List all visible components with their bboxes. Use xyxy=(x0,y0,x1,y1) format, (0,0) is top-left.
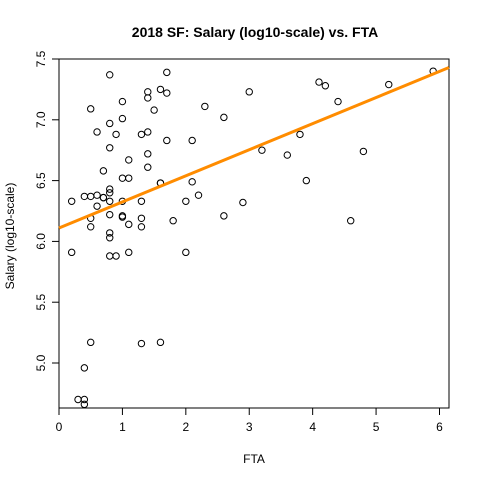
data-point xyxy=(118,213,127,221)
data-point xyxy=(87,338,95,347)
data-point xyxy=(144,88,152,96)
data-point xyxy=(74,395,82,404)
x-tick-label: 1 xyxy=(119,420,126,434)
data-point xyxy=(125,220,133,229)
data-point xyxy=(93,202,101,210)
data-point xyxy=(258,146,266,154)
plot-frame xyxy=(58,58,450,409)
data-point xyxy=(106,144,114,152)
data-point xyxy=(80,395,89,404)
y-tick-label: 5.0 xyxy=(34,354,48,371)
data-point xyxy=(125,248,133,257)
data-point xyxy=(220,212,228,220)
data-points xyxy=(67,67,437,409)
data-point xyxy=(315,78,323,86)
data-point xyxy=(201,102,209,111)
data-point xyxy=(93,128,101,136)
y-tick-label: 7.5 xyxy=(34,50,48,67)
data-point xyxy=(144,94,152,102)
data-point xyxy=(163,136,171,145)
data-point xyxy=(80,364,89,372)
data-point xyxy=(87,192,95,201)
data-point xyxy=(99,167,108,175)
data-point xyxy=(163,89,171,97)
y-tick-label: 6.5 xyxy=(34,172,48,189)
data-point xyxy=(194,191,203,199)
data-point xyxy=(334,97,342,106)
x-tick-label: 6 xyxy=(436,420,443,434)
data-point xyxy=(182,197,190,205)
data-point xyxy=(182,248,190,257)
data-point xyxy=(144,128,152,136)
data-point xyxy=(106,189,114,197)
y-tick-label: 6.0 xyxy=(34,233,48,250)
x-tick-label: 2 xyxy=(182,420,189,434)
data-point xyxy=(150,106,158,114)
data-point xyxy=(112,252,120,260)
data-point xyxy=(137,214,146,222)
data-point xyxy=(99,193,108,202)
data-point xyxy=(283,151,291,159)
trend-line xyxy=(58,66,450,230)
x-tick-label: 4 xyxy=(309,420,316,434)
y-axis-label: Salary (log10-scale) xyxy=(3,183,17,290)
data-point xyxy=(125,174,133,182)
data-point xyxy=(106,210,114,219)
data-point xyxy=(80,192,89,201)
data-point xyxy=(321,82,330,90)
data-point xyxy=(106,119,114,128)
data-point xyxy=(118,174,127,182)
data-point xyxy=(137,223,146,231)
data-point xyxy=(163,68,171,77)
data-point xyxy=(106,197,114,205)
x-axis: 0 1 2 3 4 5 6 xyxy=(56,408,443,434)
data-point xyxy=(220,113,228,122)
x-tick-label: 3 xyxy=(246,420,253,434)
data-point xyxy=(67,248,76,257)
data-point xyxy=(106,252,114,260)
x-axis-label: FTA xyxy=(243,452,265,466)
y-tick-label: 7.0 xyxy=(34,111,48,128)
data-point xyxy=(296,130,304,139)
x-tick-label: 5 xyxy=(373,420,380,434)
data-point xyxy=(239,198,247,207)
chart-title: 2018 SF: Salary (log10-scale) vs. FTA xyxy=(132,24,378,40)
data-point xyxy=(385,80,393,89)
data-point xyxy=(80,400,89,409)
data-point xyxy=(347,217,355,225)
data-point xyxy=(137,130,146,139)
data-point xyxy=(359,147,368,156)
data-point xyxy=(188,178,196,186)
data-point xyxy=(144,163,152,171)
data-point xyxy=(106,185,114,193)
data-point xyxy=(169,217,177,225)
data-point xyxy=(118,97,127,106)
data-point xyxy=(93,191,101,199)
data-point xyxy=(156,338,165,347)
x-tick-label: 0 xyxy=(56,420,63,434)
data-point xyxy=(302,176,311,185)
data-point xyxy=(106,234,114,242)
data-point xyxy=(125,156,133,164)
data-point xyxy=(144,150,152,158)
data-point xyxy=(156,85,165,94)
data-point xyxy=(87,223,95,231)
data-point xyxy=(137,339,146,348)
trend-line-group xyxy=(58,66,450,230)
y-axis: 5.0 5.5 6.0 6.5 7.0 7.5 xyxy=(34,50,59,371)
data-point xyxy=(106,229,114,237)
data-point xyxy=(87,105,95,113)
data-point xyxy=(112,130,120,139)
data-point xyxy=(245,88,253,96)
data-point xyxy=(137,197,146,205)
data-point xyxy=(106,71,114,79)
data-point xyxy=(67,197,76,205)
data-point xyxy=(188,136,196,145)
y-tick-label: 5.5 xyxy=(34,294,48,311)
data-point xyxy=(118,114,127,123)
